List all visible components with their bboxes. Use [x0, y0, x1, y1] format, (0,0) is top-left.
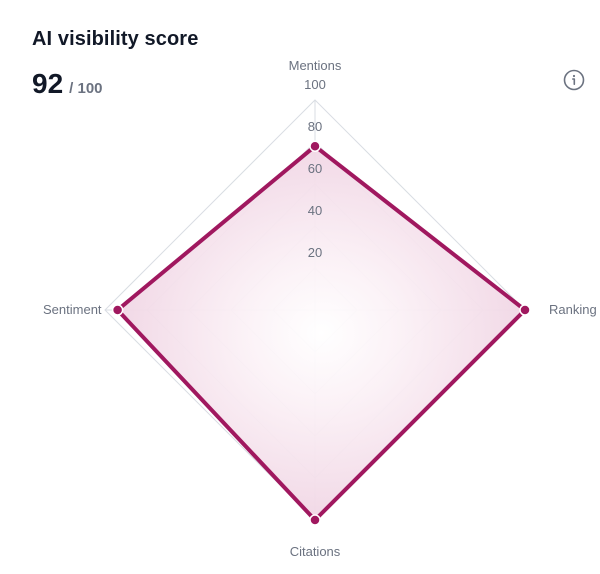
tick-label-20: 20: [308, 245, 322, 260]
axis-label-sentiment: Sentiment: [43, 302, 102, 317]
info-icon: [563, 69, 585, 91]
axis-label-citations: Citations: [290, 544, 341, 559]
radar-axis-labels: Mentions Ranking Citations Sentiment: [43, 58, 597, 559]
series-area: [117, 146, 525, 520]
tick-label-40: 40: [308, 203, 322, 218]
radar-series: [111, 140, 531, 526]
axis-label-mentions: Mentions: [289, 58, 342, 73]
info-button[interactable]: [562, 68, 586, 92]
data-point-citations[interactable]: [309, 514, 321, 526]
data-point-ranking[interactable]: [519, 304, 531, 316]
axis-label-ranking: Ranking: [549, 302, 597, 317]
score-display: 92 / 100: [32, 68, 103, 100]
tick-label-100: 100: [304, 77, 326, 92]
tick-label-60: 60: [308, 161, 322, 176]
radar-ticks: 20 40 60 80 100: [304, 77, 326, 260]
data-point-sentiment[interactable]: [111, 304, 124, 316]
score-value: 92: [32, 68, 64, 99]
card-title: AI visibility score: [32, 28, 199, 50]
data-point-mentions[interactable]: [309, 140, 321, 152]
score-max: / 100: [69, 80, 103, 97]
tick-label-80: 80: [308, 119, 322, 134]
